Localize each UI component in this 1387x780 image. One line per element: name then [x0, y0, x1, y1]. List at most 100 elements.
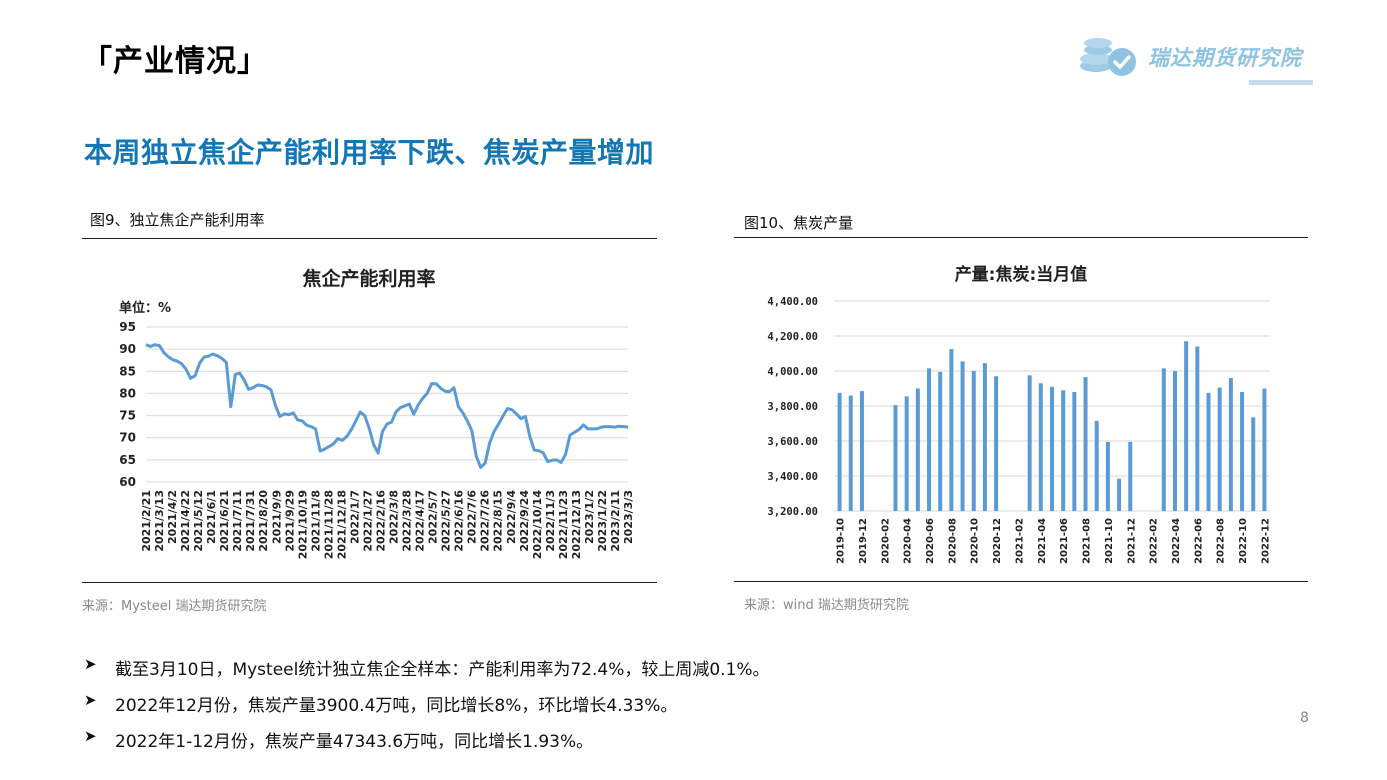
bar [859, 391, 864, 511]
x-tick-label: 2021/7/31 [244, 490, 257, 552]
x-tick-label: 2022/3/8 [388, 490, 401, 544]
headline: 本周独立焦企产能利用率下跌、焦炭产量增加 [84, 136, 655, 169]
x-tick-label: 2022/8/15 [492, 490, 505, 552]
y-tick-label: 95 [119, 320, 136, 334]
x-tick-label: 2022/1/27 [361, 490, 374, 552]
bar [1262, 388, 1267, 511]
page-number: 8 [1300, 710, 1309, 726]
bar [971, 371, 976, 511]
bar [848, 395, 853, 511]
chart-bars [837, 341, 1267, 511]
bar [1217, 387, 1222, 511]
logo-underline [1249, 80, 1313, 85]
bar [1206, 392, 1211, 511]
y-tick-label: 65 [119, 453, 136, 467]
x-tick-label: 2021/11/28 [322, 490, 335, 559]
bar [1061, 390, 1066, 511]
x-tick-label: 2021/9/29 [283, 490, 296, 552]
y-tick-label: 80 [119, 386, 136, 400]
x-tick-label: 2021/7/11 [231, 490, 244, 552]
left-figure-label: 图9、独立焦企产能利用率 [90, 211, 265, 229]
bar [1027, 375, 1032, 511]
x-tick-label: 2022-04 [1171, 518, 1182, 564]
coke-output-chart: 产量:焦炭:当月值 3,200.00 3,400.00 3,600.00 3,800.… [734, 250, 1308, 570]
x-tick-label: 2021/12/18 [335, 490, 348, 559]
bar [1184, 341, 1189, 511]
right-figure-source: 来源：wind 瑞达期货研究院 [744, 598, 909, 613]
x-tick-label: 2021-02 [1014, 518, 1025, 564]
y-tick-label: 3,600.00 [767, 436, 818, 448]
y-tick-label: 70 [119, 431, 136, 445]
x-tick-label: 2021-04 [1037, 518, 1048, 564]
x-tick-label: 2020-04 [903, 518, 914, 564]
x-tick-label: 2021/5/12 [192, 490, 205, 552]
x-tick-label: 2022-02 [1149, 518, 1160, 564]
x-tick-label: 2021/9/9 [270, 490, 283, 544]
bar [1038, 383, 1043, 511]
bullet-text: 2022年1-12月份，焦炭产量47343.6万吨，同比增长1.93%。 [115, 732, 594, 752]
x-tick-label: 2021/4/2 [166, 490, 179, 544]
left-figure-top-rule [82, 238, 657, 239]
x-tick-label: 2021-06 [1059, 518, 1070, 564]
x-tick-label: 2021/4/22 [179, 490, 192, 552]
y-tick-label: 75 [119, 409, 136, 423]
x-tick-label: 2021/11/8 [309, 490, 322, 552]
bar [927, 368, 932, 511]
bar [1094, 420, 1099, 511]
bar [1072, 392, 1077, 511]
y-tick-label: 85 [119, 364, 136, 378]
x-tick-label: 2020-10 [970, 518, 981, 564]
y-tick-label: 3,200.00 [767, 506, 818, 518]
y-tick-label: 3,400.00 [767, 471, 818, 483]
x-tick-label: 2023/2/11 [609, 490, 622, 552]
company-logo: 瑞达期货研究院 [1074, 28, 1319, 88]
bar [1050, 386, 1054, 511]
right-figure-bottom-rule [734, 581, 1308, 582]
y-axis-tick-labels: 60 65 70 75 80 85 90 95 [119, 320, 136, 489]
x-tick-label: 2022/7/6 [466, 490, 479, 544]
capacity-utilization-chart: 焦企产能利用率 单位：% 60 65 70 75 80 85 90 95 2021/2/21 2… [82, 250, 657, 570]
right-figure-top-rule [734, 237, 1308, 238]
x-tick-label: 2022/4/17 [414, 490, 427, 552]
x-tick-label: 2022/2/16 [374, 490, 387, 552]
bar [938, 371, 943, 511]
x-tick-label: 2023/1/22 [596, 490, 609, 552]
x-tick-label: 2019-12 [858, 518, 869, 564]
y-tick-label: 60 [119, 475, 136, 489]
arrow-bullet-icon: ➤ [84, 691, 97, 709]
series-line [145, 343, 629, 469]
x-tick-label: 2020-02 [880, 518, 891, 564]
bar [904, 396, 909, 511]
bar [960, 361, 965, 511]
x-tick-label: 2022-12 [1260, 518, 1271, 564]
bar [915, 388, 920, 511]
x-tick-label: 2021/10/19 [296, 490, 309, 559]
x-tick-label: 2021-10 [1104, 518, 1115, 564]
x-tick-label: 2022/9/24 [518, 490, 531, 552]
bar [837, 392, 842, 511]
bar [949, 349, 954, 511]
x-tick-label: 2023/1/2 [583, 490, 596, 544]
x-tick-label: 2022/10/14 [531, 490, 544, 560]
x-axis-tick-labels: 2021/2/21 2021/3/13 2021/4/2 2021/4/22 2021/… [140, 490, 635, 560]
y-axis-tick-labels: 3,200.00 3,400.00 3,600.00 3,800.00 4,000.00… [767, 296, 818, 518]
bar [1251, 417, 1256, 511]
chart-title: 产量:焦炭:当月值 [955, 264, 1088, 285]
x-tick-label: 2022-08 [1216, 518, 1227, 564]
y-tick-label: 3,800.00 [767, 401, 818, 413]
x-tick-label: 2021-08 [1082, 518, 1093, 564]
bar [1117, 478, 1122, 511]
y-tick-label: 4,200.00 [767, 331, 818, 343]
x-tick-label: 2021/3/13 [153, 490, 166, 552]
logo-text: 瑞达期货研究院 [1148, 46, 1302, 70]
x-tick-label: 2020-12 [992, 518, 1003, 564]
y-tick-label: 4,400.00 [767, 296, 818, 308]
y-tick-label: 4,000.00 [767, 366, 818, 378]
bar [982, 363, 987, 511]
bar [1228, 378, 1233, 511]
bullet-text: 2022年12月份，焦炭产量3900.4万吨，同比增长8%，环比增长4.33%。 [115, 696, 678, 716]
right-figure-label: 图10、焦炭产量 [744, 214, 854, 232]
chart-title: 焦企产能利用率 [301, 267, 435, 290]
bar [1240, 392, 1245, 511]
